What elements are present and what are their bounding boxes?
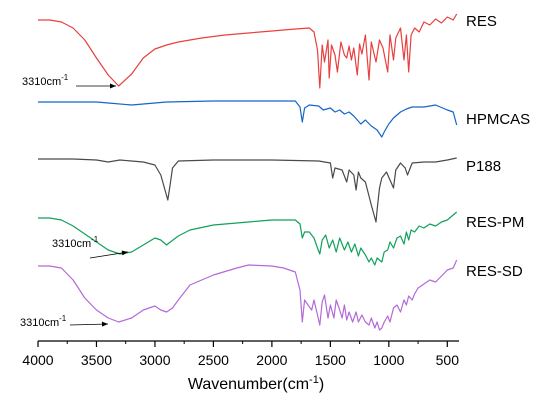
annotation-arrowhead bbox=[121, 250, 128, 256]
x-tick-label-1500: 1500 bbox=[315, 352, 346, 368]
series-line-hpmcas bbox=[38, 100, 458, 138]
x-tick-label-3500: 3500 bbox=[81, 352, 112, 368]
series-label-layer: RES HPMCAS P188 RES-PM RES-SD bbox=[466, 13, 530, 280]
x-axis-title: Wavenumber(cm-1) bbox=[188, 374, 324, 393]
series-label-hpmcas: HPMCAS bbox=[466, 111, 530, 128]
series-line-res bbox=[38, 13, 458, 89]
x-tick-label-3000: 3000 bbox=[139, 352, 170, 368]
series-label-p188: P188 bbox=[466, 158, 501, 175]
x-tick-label-1000: 1000 bbox=[373, 352, 404, 368]
series-line-res-sd bbox=[38, 259, 458, 331]
annotation-arrow bbox=[89, 251, 129, 259]
annotation-arrow bbox=[69, 323, 109, 326]
x-axis-title-tail: ) bbox=[319, 376, 324, 393]
annotation-label: 3310cm-1 bbox=[52, 235, 99, 250]
x-tick-label-2000: 2000 bbox=[256, 352, 287, 368]
series-label-res-pm: RES-PM bbox=[466, 214, 524, 231]
annotation-label: 3310cm-1 bbox=[20, 314, 67, 329]
x-axis-title-sup: -1 bbox=[309, 374, 319, 386]
series-line-res-pm bbox=[38, 211, 458, 266]
annotation-layer: 3310cm-1 3310cm-1 3310cm-1 bbox=[20, 73, 129, 329]
annotation-arrowhead bbox=[110, 83, 116, 89]
x-tick-label-4000: 4000 bbox=[22, 352, 53, 368]
series-layer bbox=[38, 13, 458, 331]
annotation-label: 3310cm-1 bbox=[22, 73, 69, 88]
annotation-arrowhead bbox=[101, 321, 108, 327]
series-line-p188 bbox=[38, 157, 457, 223]
x-axis: 4000 3500 3000 2500 2000 1500 1000 500 bbox=[22, 340, 460, 368]
x-tick-label-500: 500 bbox=[436, 352, 460, 368]
series-label-res-sd: RES-SD bbox=[466, 263, 523, 280]
series-label-res: RES bbox=[466, 13, 497, 30]
x-tick-label-2500: 2500 bbox=[198, 352, 229, 368]
